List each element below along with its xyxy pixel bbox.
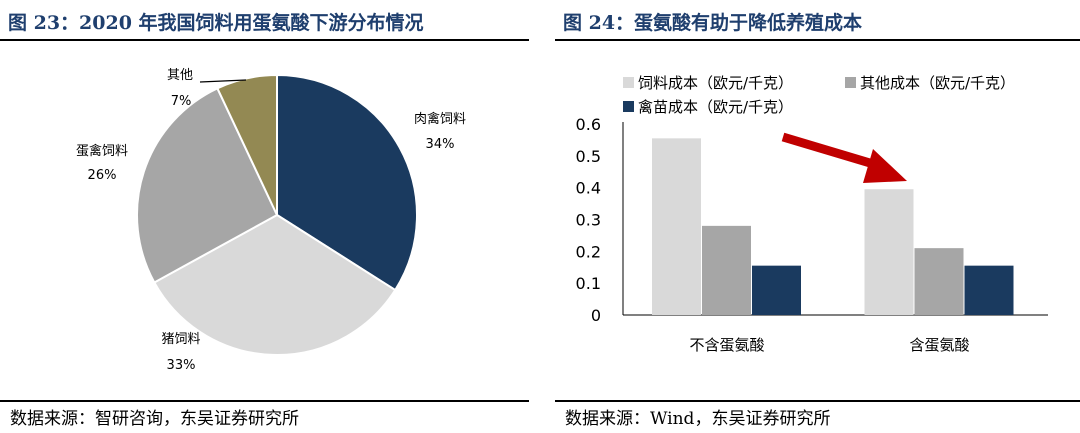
right-top-rule bbox=[555, 39, 1080, 41]
pie-label-3: 其他 bbox=[167, 68, 193, 83]
left-top-rule bbox=[0, 39, 529, 41]
legend-label-2: 禽苗成本（欧元/千克） bbox=[638, 98, 793, 116]
pie-percent-2: 26% bbox=[88, 168, 117, 183]
arrow-shaft bbox=[781, 132, 882, 171]
left-bottom-rule bbox=[0, 400, 529, 402]
bar-0-2 bbox=[752, 265, 801, 315]
pie-label-2: 蛋禽饲料 bbox=[76, 143, 128, 159]
arrow-head bbox=[863, 149, 907, 183]
bar-chart: 0 0.1 0.2 0.3 0.4 0.5 0.6 不含蛋氨酸 含蛋氨酸 饲料成本（欧元/千克） 其… bbox=[576, 74, 1048, 354]
bar-1-0 bbox=[864, 189, 914, 315]
x-category-label-1: 含蛋氨酸 bbox=[909, 336, 969, 354]
y-tick-label-6: 0.6 bbox=[576, 115, 601, 134]
y-tick-label-4: 0.4 bbox=[576, 179, 601, 198]
pie-chart: 肉禽饲料 34% 猪饲料 33% 蛋禽饲料 26% 其他 7% bbox=[76, 68, 466, 373]
bar-1-2 bbox=[964, 265, 1014, 315]
right-bottom-rule bbox=[555, 400, 1080, 402]
pie-leader-line bbox=[199, 79, 247, 83]
legend-label-1: 其他成本（欧元/千克） bbox=[860, 74, 1015, 92]
bar-0-1 bbox=[702, 225, 751, 315]
pie-slice-3 bbox=[216, 73, 278, 216]
pie-percent-0: 34% bbox=[426, 137, 455, 152]
red-arrow-annotation bbox=[781, 132, 907, 183]
pie-label-1: 猪饲料 bbox=[161, 332, 200, 347]
pie-label-0: 肉禽饲料 bbox=[414, 111, 466, 127]
left-figure-title: 图 23：2020 年我国饲料用蛋氨酸下游分布情况 bbox=[8, 12, 424, 34]
right-figure-panel: 图 24：蛋氨酸有助于降低养殖成本 0 0.1 0.2 0.3 0.4 0.5 0.6 不含蛋… bbox=[555, 0, 1080, 433]
pie-percent-1: 33% bbox=[167, 358, 196, 373]
bar-0-0 bbox=[652, 138, 701, 315]
y-tick-label-2: 0.2 bbox=[576, 242, 601, 261]
y-tick-label-3: 0.3 bbox=[576, 211, 601, 230]
legend-swatch-2 bbox=[623, 101, 634, 112]
legend-swatch-1 bbox=[845, 77, 856, 88]
pie-percent-3: 7% bbox=[171, 94, 192, 109]
x-category-label-0: 不含蛋氨酸 bbox=[689, 336, 764, 354]
right-source-note: 数据来源：Wind，东吴证券研究所 bbox=[565, 409, 831, 429]
legend-label-0: 饲料成本（欧元/千克） bbox=[638, 74, 793, 92]
right-figure-title: 图 24：蛋氨酸有助于降低养殖成本 bbox=[563, 12, 863, 34]
y-tick-label-1: 0.1 bbox=[576, 274, 601, 293]
left-figure-panel: 图 23：2020 年我国饲料用蛋氨酸下游分布情况 肉禽饲料 34% 猪饲料 33% 蛋… bbox=[0, 0, 529, 433]
y-tick-label-5: 0.5 bbox=[576, 147, 601, 166]
left-source-note: 数据来源：智研咨询，东吴证券研究所 bbox=[10, 409, 299, 429]
legend-swatch-0 bbox=[623, 77, 634, 88]
pie-slice-2 bbox=[136, 86, 279, 284]
bar-1-1 bbox=[914, 248, 964, 315]
y-tick-label-0: 0 bbox=[591, 306, 601, 325]
